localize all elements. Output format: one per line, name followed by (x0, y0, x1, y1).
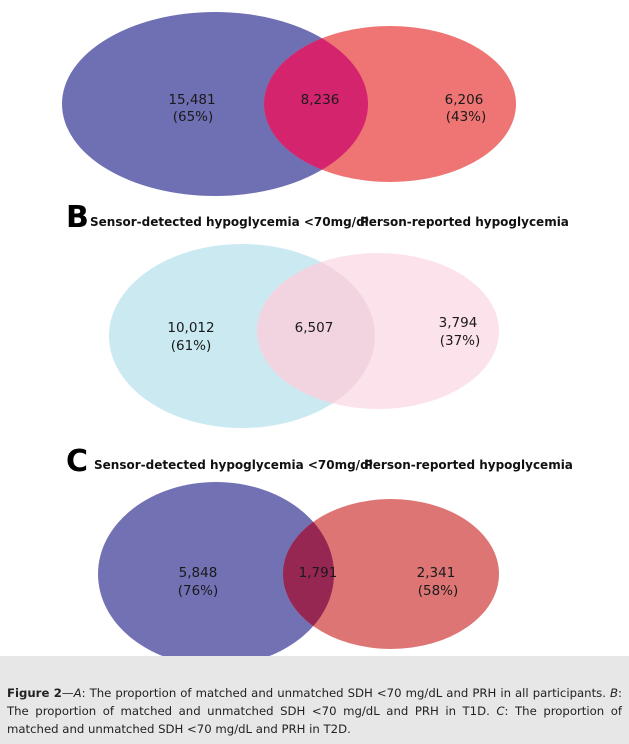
panel-b-overlap-count: 6,507 (295, 320, 334, 336)
panel-c-right-pct: (58%) (418, 583, 459, 599)
panel-b-right-pct: (37%) (440, 333, 481, 349)
panel-a-overlap-count: 8,236 (301, 92, 340, 108)
caption-background (0, 656, 629, 744)
caption-a-text: : The proportion of matched and unmatche… (81, 686, 611, 700)
panel-c-right-set-title: Person-reported hypoglycemia (364, 458, 573, 472)
panel-a-right-pct: (43%) (446, 109, 487, 125)
caption-b-text: : The proportion of matched and unmatche… (7, 686, 622, 718)
panel-c-left-count: 5,848 (179, 565, 218, 581)
panel-b-right-count: 3,794 (439, 315, 478, 331)
caption-a-letter: A (73, 686, 82, 700)
panel-b-left-pct: (61%) (171, 338, 212, 354)
panel-c-left-pct: (76%) (178, 583, 219, 599)
panel-a: 15,481 (65%) 8,236 6,206 (43%) (62, 12, 516, 196)
panel-c-right-circle (283, 499, 499, 649)
panel-b-overlap (257, 253, 375, 409)
panel-c-overlap-count: 1,791 (299, 565, 338, 581)
panel-a-left-pct: (65%) (173, 109, 214, 125)
panel-c-letter: C (66, 444, 88, 479)
figure-caption: Figure 2—A: The proportion of matched an… (7, 684, 622, 738)
panel-c: C Sensor-detected hypoglycemia <70mg/dl … (66, 444, 573, 666)
panel-b-letter: B (66, 200, 89, 235)
panel-c-left-circle (98, 482, 334, 666)
caption-figure-label: Figure 2 (7, 686, 62, 700)
panel-a-overlap (264, 26, 368, 182)
panel-c-left-set-title: Sensor-detected hypoglycemia <70mg/dl (94, 458, 373, 472)
panel-b-right-set-title: Person-reported hypoglycemia (360, 215, 569, 229)
caption-dash: — (61, 686, 74, 700)
panel-a-left-count: 15,481 (168, 92, 215, 108)
panel-a-right-count: 6,206 (445, 92, 484, 108)
panel-b-left-count: 10,012 (167, 320, 214, 336)
panel-c-right-count: 2,341 (417, 565, 456, 581)
panel-b: B Sensor-detected hypoglycemia <70mg/dl … (66, 200, 569, 428)
caption-c-letter: C (496, 704, 505, 718)
caption-b-letter: B (610, 686, 619, 700)
panel-b-left-set-title: Sensor-detected hypoglycemia <70mg/dl (90, 215, 369, 229)
caption-c-text: : The proportion of matched and unmatche… (7, 704, 623, 736)
